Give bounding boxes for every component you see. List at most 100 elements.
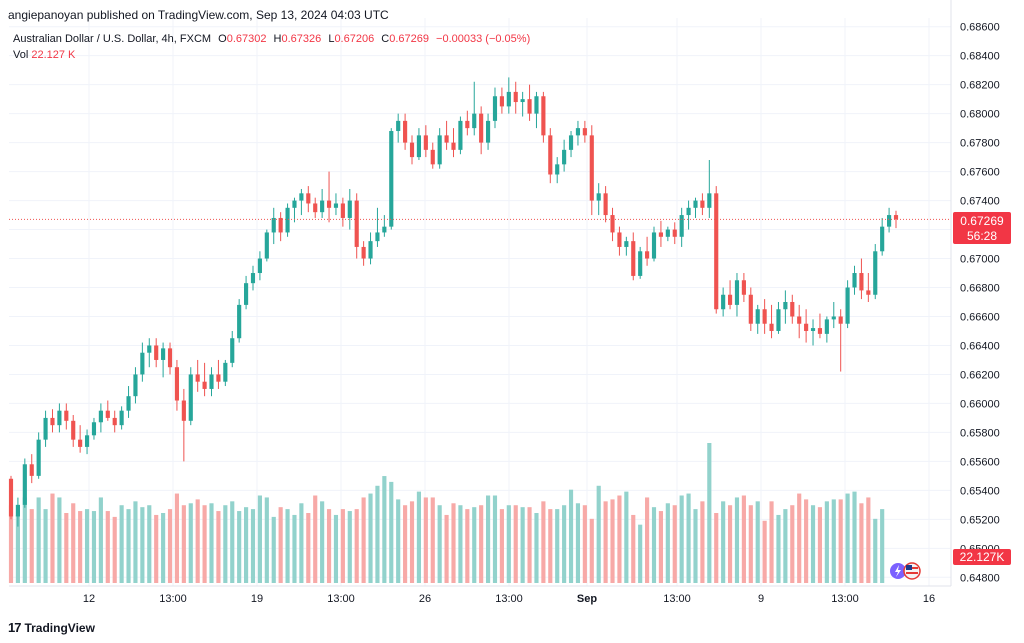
volume-legend[interactable]: Vol 22.127 K (13, 49, 75, 61)
volume-bar (299, 503, 304, 583)
candle-body (589, 135, 594, 201)
candle-body (22, 464, 27, 505)
volume-bar (313, 495, 318, 583)
candle-body (8, 478, 14, 517)
candle-body (368, 241, 373, 259)
volume-bar (686, 493, 691, 583)
candle-body (91, 422, 97, 436)
time-axis[interactable]: 12 13:00 19 13:00 26 13:00 Sep 13:00 9 13:00 16 (83, 593, 935, 605)
candle-body (804, 323, 809, 331)
candle-body (741, 280, 746, 295)
y-tick-label: 0.64800 (960, 572, 1000, 584)
volume-bar (575, 503, 581, 583)
volume-bar (810, 505, 816, 583)
volume-value: 22.127 K (31, 49, 76, 61)
volume-bar (133, 501, 138, 583)
candle-body (790, 302, 795, 317)
price-axis[interactable]: 0.68600 0.68400 0.68200 0.68000 0.67800 0.676… (960, 22, 1000, 585)
x-tick-label: 12 (83, 593, 95, 605)
volume-bar (91, 511, 97, 583)
candle-body (610, 215, 615, 233)
candle-body (223, 362, 228, 382)
volume-bar (389, 481, 394, 583)
candle-body (161, 348, 166, 360)
candle-body (534, 96, 539, 114)
volume-bar (665, 503, 670, 583)
candle-body (686, 207, 691, 216)
volume-bar (492, 495, 498, 583)
y-tick-label: 0.65400 (960, 485, 1000, 497)
volume-bar (209, 503, 214, 583)
y-tick-label: 0.68400 (960, 51, 1000, 63)
candle-body (631, 241, 636, 276)
volume-bar (527, 507, 532, 583)
candle-body (71, 420, 76, 440)
volume-bar (306, 513, 311, 583)
candle-body (389, 131, 394, 227)
candle-body (845, 287, 850, 324)
candle-body (313, 203, 318, 213)
candle-body (285, 207, 290, 233)
bar-countdown: 56:28 (967, 229, 997, 243)
volume-bar (347, 511, 352, 583)
candle-body (84, 435, 90, 447)
volume-bar (485, 495, 491, 583)
volume-bar (727, 505, 733, 583)
candle-body (320, 200, 325, 213)
candle-body (776, 309, 781, 331)
event-icons[interactable] (890, 562, 921, 580)
candle-body (638, 251, 643, 276)
symbol-name[interactable]: Australian Dollar / U.S. Dollar, 4h, FXC… (13, 33, 212, 45)
y-tick-label: 0.66400 (960, 340, 1000, 352)
volume-bar (859, 503, 864, 583)
candle-body (250, 273, 256, 284)
volume-bar (361, 497, 366, 583)
candle-body (527, 99, 532, 114)
candle-body (451, 142, 456, 150)
candle-body (603, 193, 608, 216)
x-tick-label: 19 (251, 593, 263, 605)
volume-bar (354, 509, 359, 583)
volume-bar (292, 514, 297, 583)
publisher-line: angiepanoyan published on TradingView.co… (8, 8, 389, 22)
volume-bar (244, 507, 249, 583)
candle-body (396, 120, 401, 132)
x-tick-label: 13:00 (495, 593, 523, 605)
candle-body (810, 328, 816, 331)
symbol-legend[interactable]: Australian Dollar / U.S. Dollar, 4h, FXC… (13, 33, 534, 45)
volume-bar (403, 505, 408, 583)
candle-body (15, 504, 20, 517)
volume-bar (610, 499, 615, 583)
footer-brand[interactable]: 17 TradingView (8, 620, 95, 635)
volume-bar (416, 491, 422, 583)
volume-bar (721, 501, 726, 583)
candle-body (43, 417, 48, 440)
y-tick-label: 0.65600 (960, 456, 1000, 468)
volume-bar (71, 503, 76, 583)
volume-bar (797, 493, 802, 583)
y-tick-label: 0.68000 (960, 109, 1000, 121)
y-tick-label: 0.66200 (960, 369, 1000, 381)
volume-bar (817, 507, 823, 583)
candle-body (707, 193, 712, 208)
volume-bar (562, 505, 567, 583)
candle-body (617, 232, 622, 247)
y-tick-label: 0.66800 (960, 283, 1000, 295)
high-label: H (273, 33, 282, 45)
volume-bar (223, 505, 228, 583)
volume-bar (105, 511, 110, 583)
candle-body (797, 316, 802, 324)
candle-body (409, 142, 415, 158)
volume-bar (320, 501, 325, 583)
volume-bar (36, 497, 41, 583)
volume-bar (430, 497, 435, 583)
candle-body (465, 120, 470, 129)
volume-badge-value: 22.127K (960, 550, 1005, 564)
candle-body (582, 128, 587, 136)
volume-bar (382, 476, 387, 583)
candle-body (568, 135, 574, 150)
candle-body (382, 226, 387, 233)
volume-bar (617, 495, 622, 583)
candle-body (575, 128, 581, 136)
